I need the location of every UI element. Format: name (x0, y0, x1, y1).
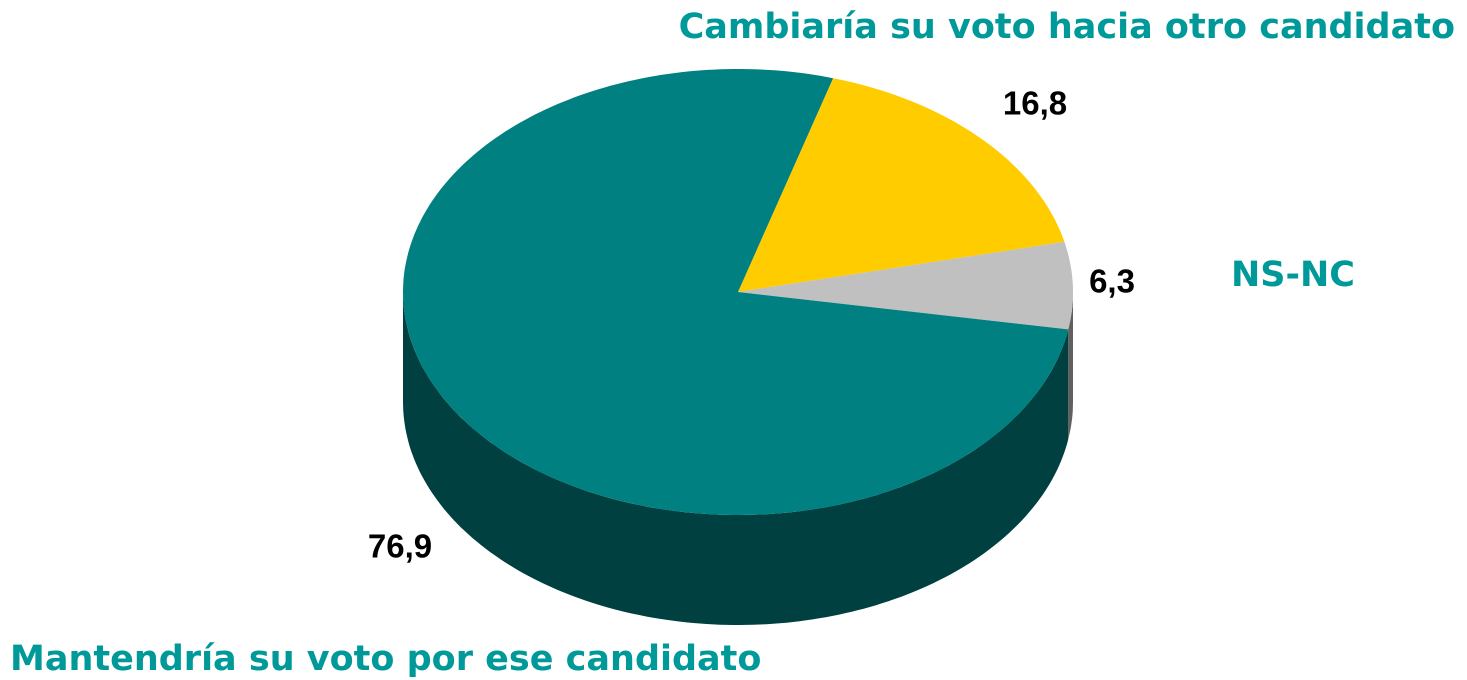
value-label: 16,8 (1003, 85, 1067, 122)
category-label: Mantendría su voto por ese candidato (10, 639, 761, 679)
category-label: Cambiaría su voto hacia otro candidato (679, 7, 1455, 47)
slice-side (1068, 292, 1073, 440)
slice (738, 78, 1065, 292)
category-label: NS-NC (1231, 255, 1355, 295)
value-label: 6,3 (1089, 263, 1135, 300)
slice (738, 241, 1073, 330)
value-label: 76,9 (368, 528, 432, 565)
slice-side (403, 292, 1069, 625)
slice (403, 69, 1069, 515)
